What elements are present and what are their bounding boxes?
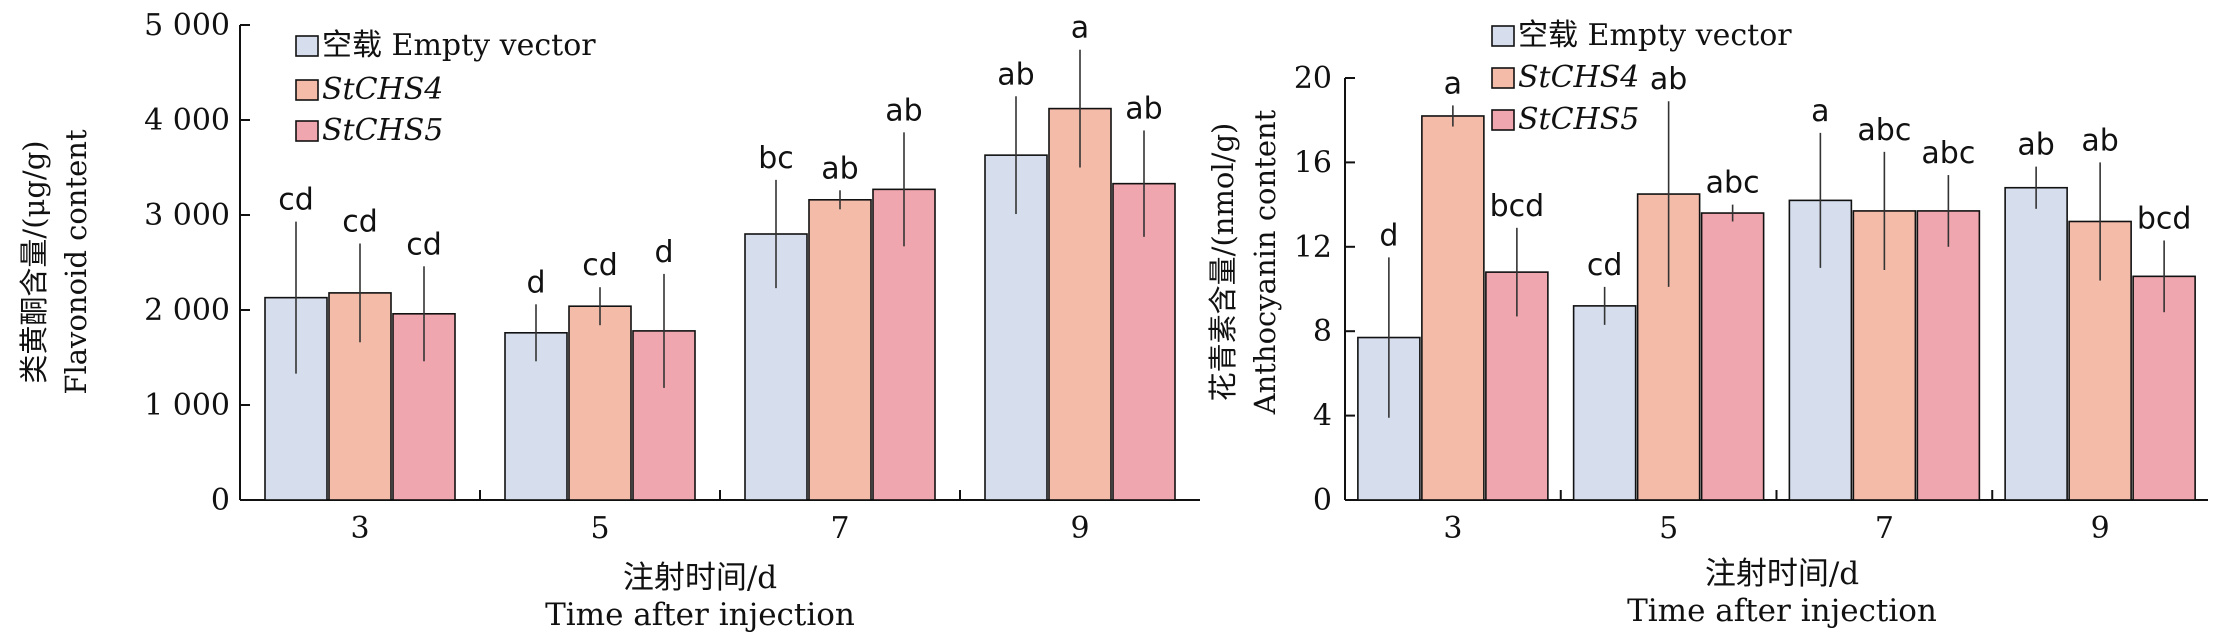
legend: 空载 Empty vector StCHS4 StCHS5 (1491, 18, 1792, 137)
y-tick-label: 4 000 (144, 103, 230, 138)
legend-label-en: StCHS5 (1518, 102, 1639, 137)
legend-swatch (1491, 67, 1515, 89)
y-tick-label: 4 (1313, 399, 1332, 434)
x-tick-label: 3 (1443, 511, 1462, 546)
significance-label: ab (1650, 62, 1687, 97)
x-axis-label-cn: 注射时间/d (623, 560, 777, 596)
significance-label: d (526, 265, 545, 300)
bar-2-1-5 (1572, 305, 1637, 501)
legend-label-cn: 空载 (322, 28, 392, 63)
y-tick-label: 0 (1313, 483, 1332, 518)
bar-1-2-5 (568, 305, 632, 501)
legend-label: StCHS5 (1518, 102, 1639, 137)
legend-swatch (295, 120, 319, 142)
significance-label: ab (997, 57, 1034, 92)
y-axis-label-cn: 花青素含量/(nmol/g) (1206, 123, 1240, 402)
significance-label: bc (758, 141, 794, 176)
significance-label: ab (2081, 123, 2118, 158)
legend-label: StCHS4 (322, 72, 443, 107)
significance-label: abc (1921, 136, 1975, 171)
legend-swatch (295, 79, 319, 101)
y-axis-label-en: Flavonoid content (59, 129, 93, 395)
significance-label: abc (1857, 113, 1911, 148)
significance-label: cd (406, 227, 442, 262)
significance-label: bcd (2137, 201, 2192, 236)
legend-label-en: StCHS5 (322, 113, 443, 148)
significance-label: ab (1125, 91, 1162, 126)
y-tick-label: 5 000 (144, 8, 230, 43)
x-axis-label-en: Time after injection (545, 597, 855, 633)
y-tick-label: 2 000 (144, 293, 230, 328)
y-tick-label: 0 (211, 483, 230, 518)
x-tick-label: 5 (1659, 511, 1678, 546)
y-axis-label-cn: 类黄酮含量/(μg/g) (17, 140, 51, 383)
significance-label: bcd (1490, 189, 1545, 224)
legend-label-en: StCHS4 (1518, 60, 1639, 95)
legend-label-en: Empty vector (1588, 18, 1793, 53)
significance-label: cd (582, 248, 618, 283)
y-axis-label-en: Anthocyanin content (1248, 109, 1282, 415)
bar-2-1-9 (2004, 186, 2068, 501)
x-tick-label: 9 (2091, 511, 2110, 546)
significance-label: d (654, 235, 673, 270)
y-tick-label: 16 (1294, 145, 1332, 180)
x-axis-label-en: Time after injection (1627, 593, 1937, 629)
significance-label: a (1811, 94, 1829, 129)
x-tick-label: 3 (350, 511, 369, 546)
significance-label: a (1071, 11, 1089, 46)
x-tick-label: 7 (1875, 511, 1894, 546)
legend-label-cn: 空载 (1518, 18, 1588, 53)
legend-label: 空载 Empty vector (322, 28, 596, 63)
significance-label: ab (885, 93, 922, 128)
significance-label: cd (342, 205, 378, 240)
y-tick-label: 1 000 (144, 388, 230, 423)
legend-label: StCHS4 (1518, 60, 1639, 95)
bar-2-3-5 (1700, 212, 1765, 501)
bar-1-3-9 (1112, 182, 1176, 501)
y-tick-label: 3 000 (144, 198, 230, 233)
x-tick-label: 5 (590, 511, 609, 546)
legend-swatch (295, 35, 319, 57)
legend-label-en: Empty vector (392, 28, 597, 63)
y-tick-label: 12 (1294, 230, 1332, 265)
legend-label: 空载 Empty vector (1518, 18, 1792, 53)
legend-label: StCHS5 (322, 113, 443, 148)
significance-label: cd (278, 183, 314, 218)
bar-1-2-7 (808, 199, 872, 501)
significance-label: ab (821, 151, 858, 186)
x-tick-label: 9 (1070, 511, 1089, 546)
significance-label: cd (1587, 248, 1623, 283)
legend-label-en: StCHS4 (322, 72, 443, 107)
y-tick-label: 20 (1294, 61, 1332, 96)
legend-swatch (1491, 25, 1515, 47)
significance-label: a (1444, 66, 1462, 101)
significance-label: ab (2017, 128, 2054, 163)
bar-2-2-3 (1421, 115, 1485, 501)
bar-2-3-9 (2132, 275, 2196, 501)
significance-label: abc (1706, 166, 1760, 201)
bar-1-2-9 (1048, 107, 1112, 501)
x-tick-label: 7 (830, 511, 849, 546)
x-axis-label-cn: 注射时间/d (1705, 556, 1859, 592)
legend-swatch (1491, 109, 1515, 131)
significance-label: d (1379, 218, 1398, 253)
bar-2-3-7 (1916, 210, 1981, 501)
legend: 空载 Empty vector StCHS4 StCHS5 (295, 28, 596, 148)
y-tick-label: 8 (1313, 314, 1332, 349)
